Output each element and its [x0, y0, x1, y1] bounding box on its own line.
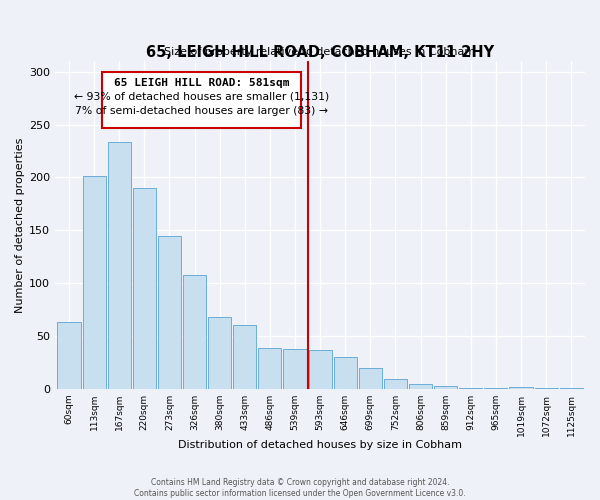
Bar	[384, 380, 407, 389]
Bar	[359, 368, 382, 389]
Bar	[459, 388, 482, 389]
Bar	[434, 386, 457, 389]
X-axis label: Distribution of detached houses by size in Cobham: Distribution of detached houses by size …	[178, 440, 462, 450]
Bar	[233, 326, 256, 389]
Bar	[158, 236, 181, 389]
Bar	[409, 384, 432, 389]
Bar	[107, 142, 131, 389]
Bar	[83, 176, 106, 389]
Bar	[133, 188, 156, 389]
Text: 7% of semi-detached houses are larger (83) →: 7% of semi-detached houses are larger (8…	[75, 106, 328, 116]
Text: Contains HM Land Registry data © Crown copyright and database right 2024.
Contai: Contains HM Land Registry data © Crown c…	[134, 478, 466, 498]
Bar	[509, 386, 533, 389]
Bar	[183, 274, 206, 389]
FancyBboxPatch shape	[101, 72, 301, 128]
Text: Size of property relative to detached houses in Cobham: Size of property relative to detached ho…	[164, 47, 476, 57]
Bar	[259, 348, 281, 389]
Text: 65 LEIGH HILL ROAD: 581sqm: 65 LEIGH HILL ROAD: 581sqm	[113, 78, 289, 88]
Bar	[308, 350, 332, 389]
Bar	[334, 357, 357, 389]
Bar	[535, 388, 557, 389]
Bar	[208, 317, 231, 389]
Title: 65, LEIGH HILL ROAD, COBHAM, KT11 2HY: 65, LEIGH HILL ROAD, COBHAM, KT11 2HY	[146, 45, 494, 60]
Bar	[58, 322, 80, 389]
Bar	[283, 348, 307, 389]
Bar	[560, 388, 583, 389]
Text: ← 93% of detached houses are smaller (1,131): ← 93% of detached houses are smaller (1,…	[74, 92, 329, 102]
Bar	[484, 388, 508, 389]
Y-axis label: Number of detached properties: Number of detached properties	[15, 138, 25, 312]
